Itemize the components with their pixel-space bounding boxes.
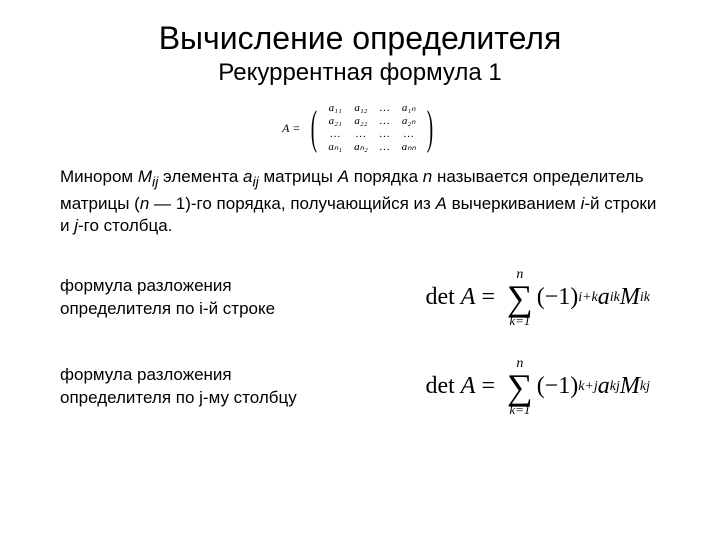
- matrix-cell: …: [396, 128, 422, 141]
- row-expansion-label: формула разложения определителя по i-й с…: [60, 275, 330, 321]
- matrix-cell: …: [322, 128, 348, 141]
- matrix-cell: …: [374, 115, 396, 128]
- matrix-cell: a₁₁: [322, 102, 348, 115]
- det-A: det A =: [425, 373, 495, 400]
- paren-right: ): [427, 104, 433, 152]
- det-A: det A =: [425, 284, 495, 311]
- matrix-cell: …: [374, 128, 396, 141]
- matrix-cell: …: [348, 128, 374, 141]
- page-title: Вычисление определителя: [50, 20, 670, 57]
- col-expansion-formula: det A = n ∑ k=1 (−1)k+jakjMkj: [330, 357, 660, 416]
- matrix-cell: aₙ₂: [348, 141, 374, 154]
- sigma-icon: n ∑ k=1: [507, 268, 533, 327]
- row-expansion-formula: det A = n ∑ k=1 (−1)i+kaikMik: [330, 268, 660, 327]
- matrix-definition: A = ( a₁₁ a₁₂ … a₁ₙ a₂₁ a₂₂ … a₂ₙ … …: [50, 102, 670, 154]
- matrix-cell: a₂₂: [348, 115, 374, 128]
- page-subtitle: Рекуррентная формула 1: [50, 59, 670, 87]
- matrix-cell: …: [374, 141, 396, 154]
- matrix-cell: a₂ₙ: [396, 115, 422, 128]
- matrix-cell: a₁ₙ: [396, 102, 422, 115]
- matrix-lhs: A =: [282, 121, 300, 136]
- sigma-icon: n ∑ k=1: [507, 357, 533, 416]
- col-expansion-block: формула разложения определителя по j-му …: [60, 357, 660, 416]
- matrix-cell: a₁₂: [348, 102, 374, 115]
- matrix-grid: a₁₁ a₁₂ … a₁ₙ a₂₁ a₂₂ … a₂ₙ … … … …: [322, 102, 421, 154]
- matrix-cell: aₙ₁: [322, 141, 348, 154]
- row-expansion-block: формула разложения определителя по i-й с…: [60, 268, 660, 327]
- col-expansion-label: формула разложения определителя по j-му …: [60, 364, 330, 410]
- paren-left: (: [311, 104, 317, 152]
- matrix-cell: aₙₙ: [396, 141, 422, 154]
- minor-definition: Минором Mij элемента aij матрицы A поряд…: [60, 166, 660, 238]
- matrix-cell: …: [374, 102, 396, 115]
- matrix-cell: a₂₁: [322, 115, 348, 128]
